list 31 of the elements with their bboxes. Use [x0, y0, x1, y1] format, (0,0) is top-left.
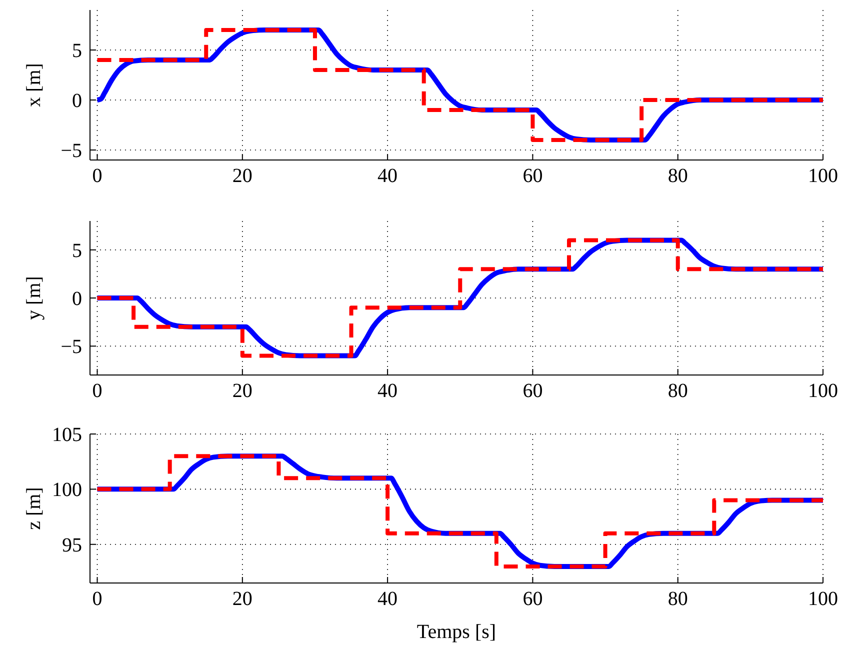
- y-axis-title: y [m]: [23, 276, 45, 320]
- y-tick-label: 5: [72, 240, 82, 262]
- x-tick-label: 40: [378, 165, 398, 187]
- x-tick-label: 20: [232, 588, 252, 610]
- y-tick-label: 105: [52, 424, 82, 446]
- y-axis-title: x [m]: [23, 63, 45, 107]
- x-tick-label: 100: [808, 380, 838, 402]
- x-tick-label: 100: [808, 165, 838, 187]
- x-tick-label: 80: [668, 380, 688, 402]
- y-tick-label: −5: [60, 336, 82, 358]
- x-tick-label: 40: [378, 588, 398, 610]
- x-tick-label: 20: [232, 165, 252, 187]
- y-tick-label: 0: [72, 288, 82, 310]
- x-tick-label: 20: [232, 380, 252, 402]
- y-tick-label: 5: [72, 40, 82, 62]
- x-tick-label: 100: [808, 588, 838, 610]
- y-tick-label: 95: [62, 534, 82, 556]
- x-tick-label: 60: [522, 165, 543, 187]
- x-tick-label: 0: [92, 588, 102, 610]
- x-tick-label: 40: [378, 380, 398, 402]
- y-axis-title: z [m]: [23, 487, 45, 530]
- x-tick-label: 60: [522, 588, 543, 610]
- x-tick-label: 80: [668, 165, 688, 187]
- x-tick-label: 80: [668, 588, 688, 610]
- x-tick-label: 0: [92, 165, 102, 187]
- x-tick-label: 0: [92, 380, 102, 402]
- y-tick-label: 100: [52, 479, 82, 502]
- y-tick-label: −5: [60, 140, 82, 162]
- x-axis-title: Temps [s]: [416, 621, 496, 643]
- x-tick-label: 60: [522, 380, 543, 402]
- y-tick-label: 0: [72, 90, 82, 112]
